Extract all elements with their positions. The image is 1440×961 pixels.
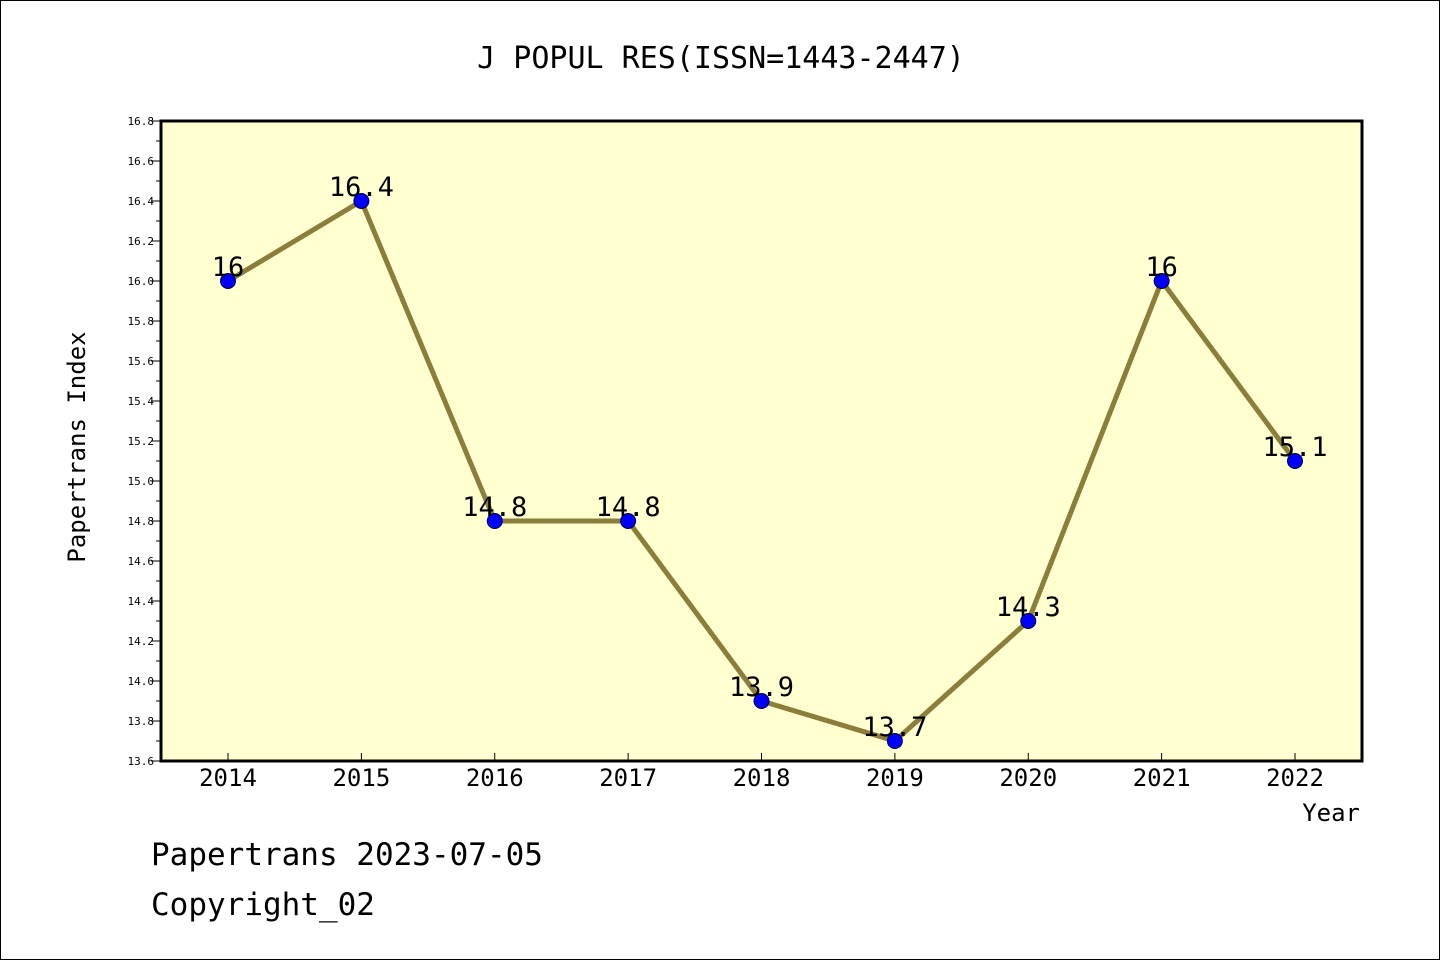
x-tick-label: 2022 [1266,764,1324,792]
y-tick-label: 15.4 [128,395,155,408]
data-label: 15.1 [1262,432,1327,463]
data-point [220,273,236,289]
y-axis-label: Papertrans Index [63,331,91,562]
y-tick-label: 14.8 [128,515,155,528]
data-label: 13.7 [862,712,927,743]
x-tick-label: 2017 [599,764,657,792]
x-tick-label: 2019 [866,764,924,792]
y-tick-label: 16.8 [128,115,155,128]
data-point [1153,273,1170,289]
y-tick-label: 16.0 [128,275,155,288]
footer-date: Papertrans 2023-07-05 [151,837,543,873]
x-tick-label: 2015 [332,764,390,792]
footer-copyright: Copyright_02 [151,887,375,923]
x-axis-ticks: 2014 2015 2016 2017 2018 2019 2020 2021 2022 [199,753,1324,792]
plot-area [159,119,1364,763]
data-label: 14.3 [996,592,1061,623]
x-tick-label: 2021 [1133,764,1191,792]
data-labels: 16 16.4 14.8 14.8 13.9 13.7 14.3 16 15.1 [212,172,1328,743]
y-tick-label: 16.6 [128,155,155,168]
x-tick-label: 2020 [999,764,1057,792]
data-point [1287,453,1303,469]
y-tick-label: 14.2 [128,635,155,648]
y-tick-label: 15.6 [128,355,155,368]
data-point [1020,613,1037,629]
x-axis-label: Year [1302,799,1360,827]
y-tick-label: 15.2 [128,435,155,448]
chart-title: J POPUL RES(ISSN=1443-2447) [477,41,965,76]
data-label: 16.4 [329,172,394,203]
data-point [753,693,770,709]
data-point [620,513,637,529]
data-point [486,513,503,529]
data-label: 16 [1145,252,1178,283]
data-point [886,733,903,749]
x-tick-label: 2014 [199,764,257,792]
y-tick-label: 15.0 [128,475,155,488]
y-tick-label: 13.8 [128,715,155,728]
data-label: 13.9 [729,672,794,703]
y-tick-label: 14.6 [128,555,155,568]
y-tick-label: 16.4 [128,195,155,208]
y-tick-label: 14.4 [128,595,155,608]
data-label: 16 [212,252,245,283]
y-tick-label: 13.6 [128,755,155,768]
y-axis-ticks: 13.6 13.8 14.0 14.2 14.4 14.6 14.8 15.0 15.2 15.4… [128,115,161,768]
data-label: 14.8 [596,492,661,523]
x-tick-label: 2018 [733,764,791,792]
y-tick-label: 16.2 [128,235,155,248]
y-tick-label: 15.8 [128,315,155,328]
series-points [220,193,1303,749]
data-label: 14.8 [462,492,527,523]
data-point [353,193,370,209]
y-tick-label: 14.0 [128,675,155,688]
x-tick-label: 2016 [466,764,524,792]
